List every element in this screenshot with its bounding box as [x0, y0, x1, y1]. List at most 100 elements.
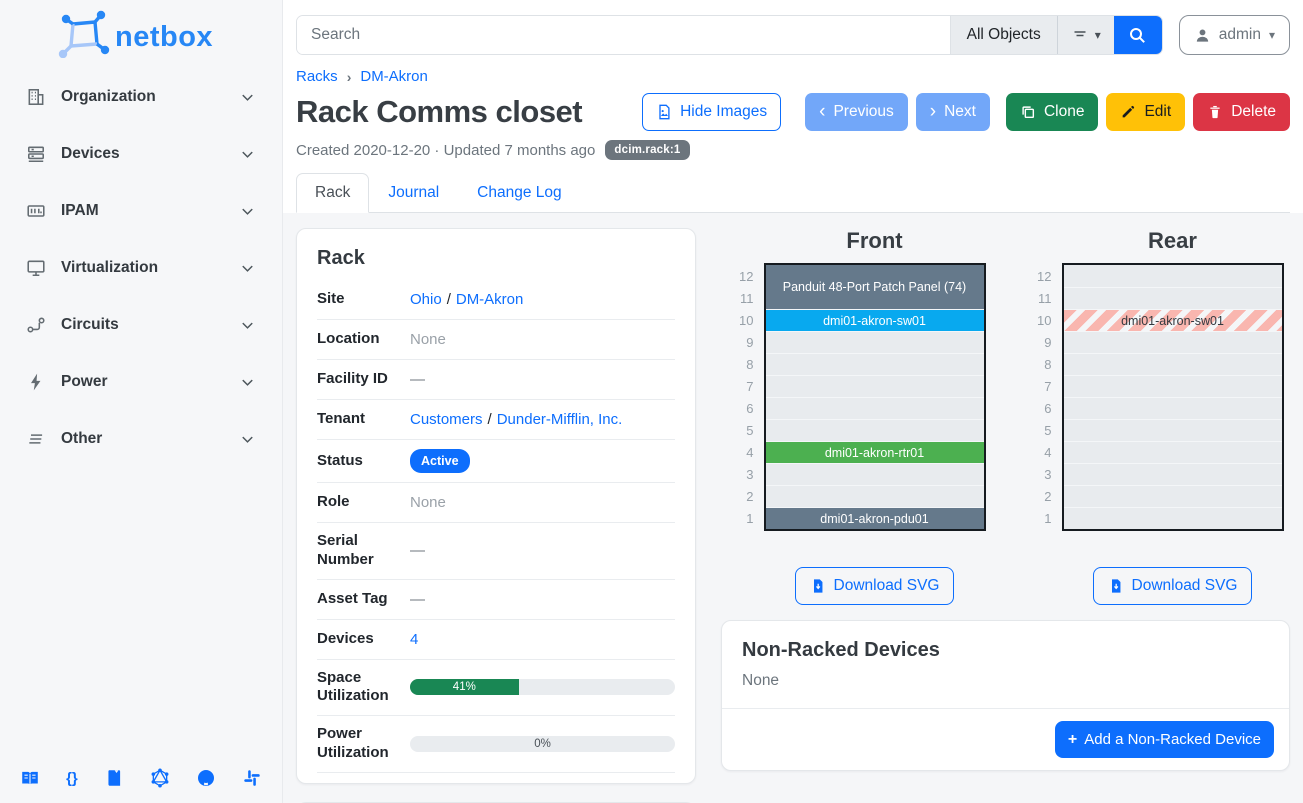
- user-menu-button[interactable]: admin ▾: [1178, 15, 1290, 55]
- next-button[interactable]: › Next: [915, 93, 990, 131]
- edit-icon: [1123, 105, 1135, 118]
- clone-label: Clone: [1043, 103, 1085, 120]
- search-filter-button[interactable]: ▾: [1056, 16, 1114, 54]
- empty-unit-5[interactable]: [765, 419, 984, 441]
- search-submit-button[interactable]: [1113, 16, 1162, 54]
- info-row-serial-number: Serial Number —: [317, 523, 675, 580]
- rear-download-svg-button[interactable]: Download SVG: [1092, 567, 1253, 605]
- front-rack-body: Panduit 48-Port Patch Panel (74) dmi01-a…: [763, 263, 986, 531]
- sidebar-item-label: Power: [61, 373, 108, 390]
- empty-unit-7[interactable]: [765, 375, 984, 397]
- empty-unit-7[interactable]: [1063, 375, 1282, 397]
- info-row-asset-tag: Asset Tag —: [317, 580, 675, 620]
- site-link[interactable]: DM-Akron: [455, 291, 524, 308]
- github-icon[interactable]: [196, 768, 216, 788]
- tenant-group-link[interactable]: Customers: [410, 411, 483, 428]
- front-download-svg-button[interactable]: Download SVG: [794, 567, 955, 605]
- user-name: admin: [1218, 26, 1261, 43]
- front-rack: 12 11 10 9 8 7 6 5 4 3 2: [728, 263, 986, 531]
- breadcrumb-site-link[interactable]: DM-Akron: [360, 68, 428, 85]
- sidebar-item-virtualization[interactable]: Virtualization: [14, 249, 268, 287]
- row-label: Role: [317, 493, 350, 511]
- object-meta: Created 2020-12-20 · Updated 7 months ag…: [296, 131, 1290, 160]
- netbox-logo[interactable]: netbox: [0, 0, 282, 62]
- rack-device-router[interactable]: dmi01-akron-rtr01: [765, 441, 984, 463]
- chevron-left-icon: ‹: [819, 100, 826, 122]
- previous-button[interactable]: ‹ Previous: [805, 93, 908, 131]
- file-download-icon: [813, 579, 822, 593]
- empty-unit-6[interactable]: [1063, 397, 1282, 419]
- empty-unit-8[interactable]: [765, 353, 984, 375]
- rear-elevation: Rear 12 11 10 9 8 7 6 5 4: [1026, 228, 1284, 605]
- sidebar-item-organization[interactable]: Organization: [14, 78, 268, 116]
- power-utilization-label: 0%: [534, 737, 551, 750]
- slack-icon[interactable]: [242, 768, 262, 788]
- rack-info-rows: Site Ohio / DM-Akron Location None: [317, 280, 675, 773]
- row-label: Asset Tag: [317, 589, 388, 607]
- sidebar-item-devices[interactable]: Devices: [14, 135, 268, 173]
- delete-button[interactable]: Delete: [1193, 93, 1290, 131]
- asset-tag-value: —: [410, 590, 425, 608]
- docs-icon[interactable]: [20, 768, 40, 788]
- sidebar-item-ipam[interactable]: IPAM: [14, 192, 268, 230]
- plus-icon: +: [1067, 730, 1078, 748]
- unit-label: 10: [1037, 312, 1052, 328]
- virtualization-icon: [26, 258, 46, 278]
- info-row-facility-id: Facility ID —: [317, 360, 675, 400]
- info-row-role: Role None: [317, 483, 675, 523]
- rack-device-switch[interactable]: dmi01-akron-sw01: [765, 309, 984, 331]
- unit-label: 3: [746, 466, 754, 482]
- unit-label: 1: [746, 510, 754, 526]
- empty-unit-8[interactable]: [1063, 353, 1282, 375]
- empty-unit-11[interactable]: [1063, 287, 1282, 309]
- power-utilization-bar: 0%: [410, 735, 675, 752]
- non-racked-devices-value: None: [742, 672, 780, 689]
- breadcrumb-racks-link[interactable]: Racks: [296, 68, 338, 85]
- search-input[interactable]: [297, 16, 950, 54]
- tab-bar: Rack Journal Change Log: [296, 173, 1290, 213]
- tab-change-log[interactable]: Change Log: [477, 184, 562, 201]
- hide-images-button[interactable]: Hide Images: [642, 93, 782, 131]
- rack-device-patch-panel[interactable]: Panduit 48-Port Patch Panel (74): [765, 265, 984, 309]
- empty-unit-1[interactable]: [1063, 507, 1282, 529]
- empty-unit-12[interactable]: [1063, 265, 1282, 287]
- empty-unit-5[interactable]: [1063, 419, 1282, 441]
- sidebar-item-power[interactable]: Power: [14, 363, 268, 401]
- api-docs-icon[interactable]: [104, 768, 124, 788]
- rack-elevations: Front 12 11 10 9 8 7 6 5 4: [721, 228, 1290, 605]
- value-separator: /: [487, 411, 492, 428]
- tab-journal[interactable]: Journal: [388, 184, 440, 201]
- devices-count-link[interactable]: 4: [410, 630, 419, 648]
- site-group-link[interactable]: Ohio: [410, 291, 442, 308]
- empty-unit-3[interactable]: [1063, 463, 1282, 485]
- row-label: Power Utilization: [317, 725, 389, 761]
- empty-unit-2[interactable]: [765, 485, 984, 507]
- empty-unit-9[interactable]: [765, 331, 984, 353]
- empty-unit-6[interactable]: [765, 397, 984, 419]
- add-non-racked-device-button[interactable]: + Add a Non-Racked Device: [1054, 721, 1274, 758]
- tenant-link[interactable]: Dunder-Mifflin, Inc.: [496, 411, 623, 428]
- rear-rack: 12 11 10 9 8 7 6 5 4 3 2: [1026, 263, 1284, 531]
- rack-device-pdu[interactable]: dmi01-akron-pdu01: [765, 507, 984, 529]
- unit-label: 5: [1044, 422, 1052, 438]
- empty-unit-4[interactable]: [1063, 441, 1282, 463]
- sidebar-item-other[interactable]: Other: [14, 420, 268, 458]
- graphql-icon[interactable]: [150, 768, 170, 788]
- edit-button[interactable]: Edit: [1106, 93, 1186, 131]
- rack-card-title: Rack: [317, 247, 365, 269]
- search-scope-button[interactable]: All Objects: [949, 16, 1057, 54]
- non-racked-devices-title: Non-Racked Devices: [742, 639, 940, 661]
- sidebar-item-circuits[interactable]: Circuits: [14, 306, 268, 344]
- empty-unit-3[interactable]: [765, 463, 984, 485]
- row-label: Status: [317, 451, 363, 469]
- image-file-icon: [659, 104, 670, 120]
- chevron-right-icon: ›: [929, 100, 937, 122]
- main-area: All Objects ▾ admin ▾ Rack: [283, 0, 1303, 803]
- tab-rack[interactable]: Rack: [296, 173, 370, 213]
- rest-api-icon[interactable]: {}: [66, 769, 78, 787]
- location-value: None: [410, 331, 446, 348]
- empty-unit-9[interactable]: [1063, 331, 1282, 353]
- empty-unit-2[interactable]: [1063, 485, 1282, 507]
- clone-button[interactable]: Clone: [1005, 93, 1099, 131]
- rack-device-switch-rear[interactable]: dmi01-akron-sw01: [1063, 309, 1282, 331]
